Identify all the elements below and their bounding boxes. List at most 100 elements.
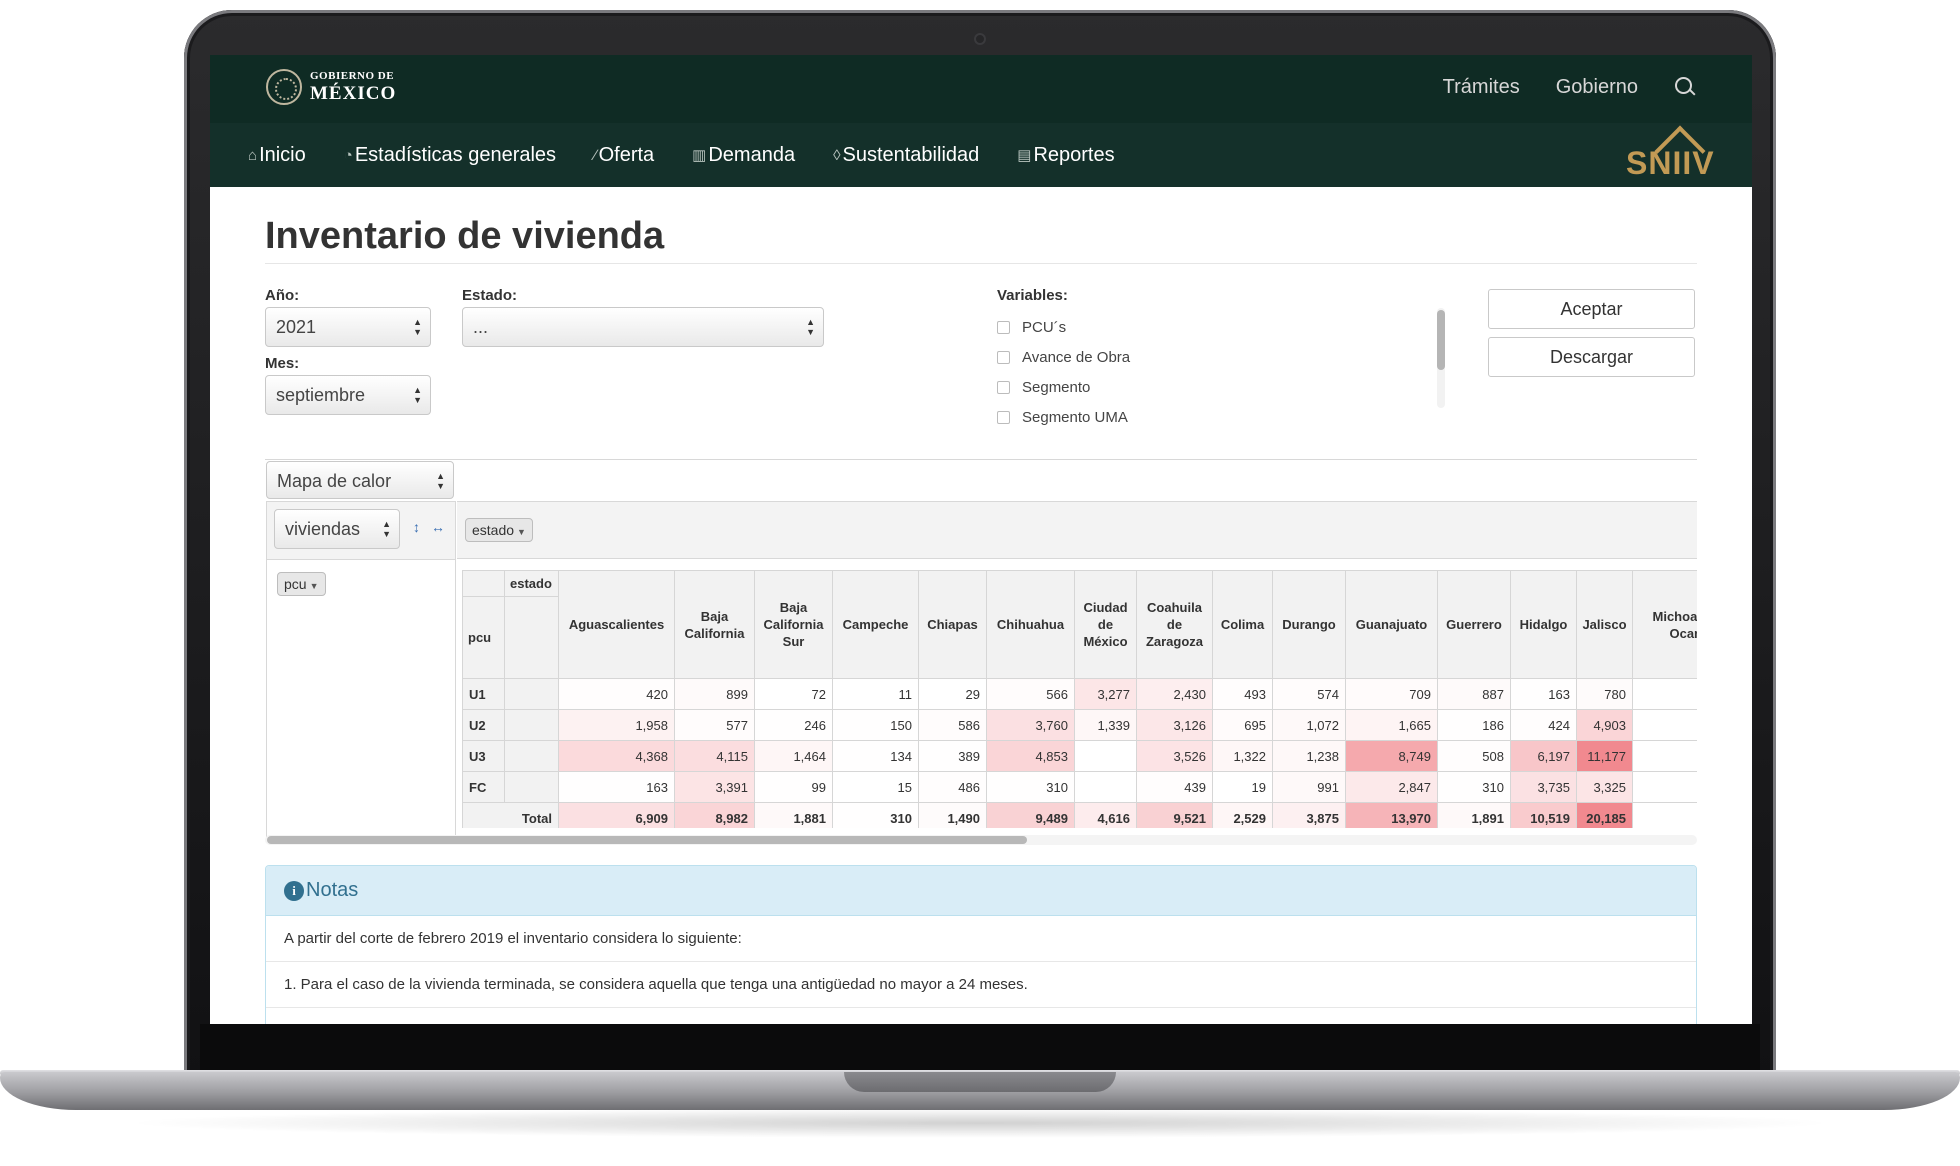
pivot-table-viewport[interactable]: estado Aguascalientes Baja California Ba…	[462, 570, 1697, 828]
table-cell: 574	[1272, 678, 1346, 710]
table-cell: 6,197	[1510, 740, 1577, 772]
pivot-body: U1 420 899 72 11 29 566 3,277 2,430 493 574 709 887 1…	[462, 678, 1697, 828]
table-cell: 577	[674, 709, 755, 741]
download-button[interactable]: Descargar	[1488, 337, 1695, 377]
seal-icon	[266, 69, 302, 105]
table-cell: 4,115	[674, 740, 755, 772]
leaf-icon: ◊	[833, 146, 841, 164]
select-arrows-icon: ▲ ▼	[413, 317, 422, 337]
row-header: FC	[462, 771, 505, 803]
table-cell: 3,760	[986, 709, 1075, 741]
total-cell: 1,490	[918, 802, 987, 828]
gobierno-logo[interactable]: GOBIERNO DE MÉXICO	[266, 69, 396, 105]
row-header-blank	[504, 740, 559, 772]
table-cell: 3,735	[1510, 771, 1577, 803]
nav-item-sustentabilidad[interactable]: ◊ Sustentabilidad	[833, 144, 979, 167]
total-cell: 13,970	[1345, 802, 1438, 828]
table-cell: 420	[558, 678, 675, 710]
checkbox[interactable]	[997, 380, 1010, 394]
renderer-value: Mapa de calor	[277, 471, 392, 491]
table-cell: 3,391	[674, 771, 755, 803]
variable-label: Avance de Obra	[1022, 348, 1131, 366]
search-icon[interactable]	[1674, 76, 1696, 98]
col-attr-pill[interactable]: estado ▼	[465, 518, 533, 542]
table-cell: 11	[832, 678, 919, 710]
total-cell: 1,881	[754, 802, 833, 828]
nav-label: Estadísticas generales	[354, 143, 557, 166]
scrollbar-thumb[interactable]	[267, 836, 1027, 844]
total-cell: 20,185	[1576, 802, 1633, 828]
notes-header: i Notas	[266, 866, 1696, 916]
table-cell: 566	[986, 678, 1075, 710]
table-cell: 4,368	[558, 740, 675, 772]
col-axis-label: estado	[504, 570, 559, 597]
nav-item-oferta[interactable]: ∕ Oferta	[594, 144, 654, 167]
table-cell: 186	[1437, 709, 1511, 741]
select-arrows-icon: ▲ ▼	[436, 471, 445, 491]
table-cell: 3,126	[1136, 709, 1213, 741]
sniiv-text: SNIIV	[1626, 145, 1715, 181]
note-line: A partir del corte de febrero 2019 el in…	[266, 916, 1696, 962]
table-scrollbar[interactable]	[265, 835, 1697, 845]
table-cell: 780	[1576, 678, 1633, 710]
table-cell: 19	[1212, 771, 1273, 803]
accept-button[interactable]: Aceptar	[1488, 289, 1695, 329]
renderer-select[interactable]: Mapa de calor ▲ ▼	[266, 461, 454, 499]
variables-scrollbar[interactable]	[1437, 308, 1445, 408]
column-header: Baja California	[674, 570, 755, 679]
row-header-blank	[504, 709, 559, 741]
logo-text: GOBIERNO DE MÉXICO	[310, 71, 396, 104]
total-cell: 9,489	[986, 802, 1075, 828]
nav-item-inicio[interactable]: ⌂ Inicio	[248, 144, 306, 167]
sniiv-logo[interactable]: SNIIV	[1626, 125, 1730, 181]
line-chart-icon: ∕	[594, 146, 597, 164]
home-icon: ⌂	[248, 146, 258, 164]
year-select[interactable]: 2021 ▲ ▼	[265, 307, 431, 347]
table-cell: 134	[832, 740, 919, 772]
table-cell: 2,847	[1345, 771, 1438, 803]
column-header: Chihuahua	[986, 570, 1075, 679]
total-cell: 3,875	[1272, 802, 1346, 828]
aggregator-select[interactable]: viviendas ▲ ▼	[274, 509, 400, 549]
column-header: Aguascalientes	[558, 570, 675, 679]
nav-item-estadisticas[interactable]: ◔ Estadísticas generales	[344, 144, 556, 167]
scrollbar-thumb[interactable]	[1437, 310, 1445, 370]
month-select[interactable]: septiembre ▲ ▼	[265, 375, 431, 415]
checkbox[interactable]	[997, 350, 1010, 364]
link-gobierno[interactable]: Gobierno	[1555, 76, 1638, 98]
table-cell: 695	[1212, 709, 1273, 741]
top-links: Trámites Gobierno	[1443, 69, 1696, 105]
variable-label: PCU´s	[1022, 318, 1067, 336]
nav-label: Oferta	[598, 143, 655, 166]
nav-item-reportes[interactable]: ▤ Reportes	[1017, 144, 1114, 167]
checkbox[interactable]	[997, 320, 1010, 334]
column-header: Campeche	[832, 570, 919, 679]
nav-items: ⌂ Inicio ◔ Estadísticas generales ∕ Ofer…	[248, 123, 1153, 187]
table-cell: 1,9	[1632, 740, 1697, 772]
nav-item-demanda[interactable]: ▥ Demanda	[692, 144, 795, 167]
top-bar: GOBIERNO DE MÉXICO Trámites Gobierno	[210, 55, 1752, 123]
screen: GOBIERNO DE MÉXICO Trámites Gobierno ⌂ I…	[210, 55, 1752, 1024]
row-attr-pill[interactable]: pcu ▼	[277, 572, 326, 596]
link-tramites[interactable]: Trámites	[1442, 76, 1520, 98]
table-cell: 3,325	[1576, 771, 1633, 803]
column-header: Chiapas	[918, 570, 987, 679]
table-cell: 72	[754, 678, 833, 710]
variable-option[interactable]: Segmento	[997, 372, 1365, 402]
state-select[interactable]: ... ▲ ▼	[462, 307, 824, 347]
select-arrows-icon: ▲ ▼	[413, 385, 422, 405]
checkbox[interactable]	[997, 410, 1010, 424]
bar-chart-icon: ▥	[692, 147, 707, 164]
table-cell: 29	[918, 678, 987, 710]
variable-option[interactable]: Avance de Obra	[997, 342, 1365, 372]
column-header: Hidalgo	[1510, 570, 1577, 679]
divider	[265, 263, 1697, 264]
variable-option[interactable]: Segmento UMA	[997, 402, 1365, 432]
table-cell: 8,749	[1345, 740, 1438, 772]
document-icon: ▤	[1017, 147, 1032, 164]
row-order-icon[interactable]: ↕	[413, 519, 420, 535]
col-order-icon[interactable]: ↔	[431, 519, 445, 535]
variable-option[interactable]: PCU´s	[997, 312, 1365, 342]
aggregator-area: viviendas ▲ ▼ ↕ ↔	[267, 502, 455, 560]
total-cell: 8,982	[674, 802, 755, 828]
